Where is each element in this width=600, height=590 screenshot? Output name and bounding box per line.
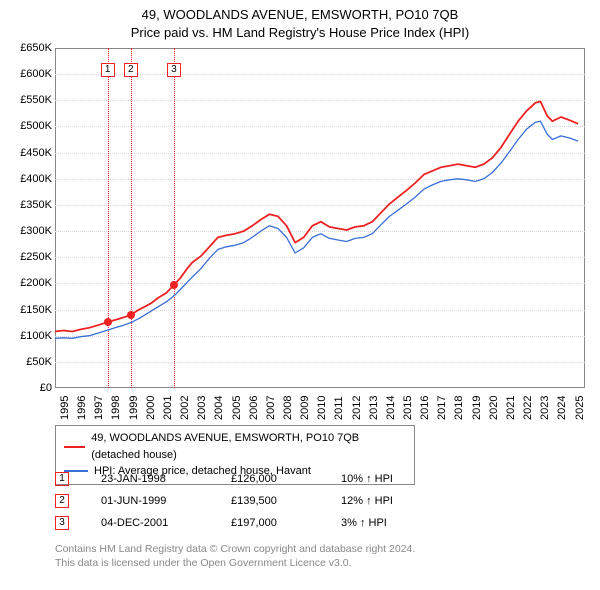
y-tick-label: £150K — [4, 304, 52, 316]
x-tick-label: 2017 — [436, 396, 448, 420]
y-tick-label: £400K — [4, 173, 52, 185]
y-tick-label: £450K — [4, 147, 52, 159]
x-tick-label: 2006 — [248, 396, 260, 420]
x-tick-label: 2005 — [231, 396, 243, 420]
x-tick-label: 2021 — [505, 396, 517, 420]
transaction-delta: 10% ↑ HPI — [341, 473, 441, 485]
transaction-row: 3 04-DEC-2001£197,0003% ↑ HPI — [55, 512, 441, 534]
y-tick-label: £300K — [4, 225, 52, 237]
line-series — [55, 48, 585, 388]
transaction-number-box: 2 — [55, 494, 69, 508]
x-tick-label: 2016 — [419, 396, 431, 420]
data-marker — [170, 281, 178, 289]
data-marker — [104, 318, 112, 326]
transaction-date: 23-JAN-1998 — [101, 473, 231, 485]
footer-attribution: Contains HM Land Registry data © Crown c… — [55, 542, 585, 570]
y-tick-label: £0 — [4, 382, 52, 394]
footer-line-1: Contains HM Land Registry data © Crown c… — [55, 542, 585, 556]
series-line — [55, 121, 578, 338]
legend-label: 49, WOODLANDS AVENUE, EMSWORTH, PO10 7QB… — [91, 430, 406, 463]
x-tick-label: 2009 — [299, 396, 311, 420]
x-tick-label: 2010 — [316, 396, 328, 420]
x-tick-label: 2007 — [265, 396, 277, 420]
transaction-delta: 3% ↑ HPI — [341, 517, 441, 529]
legend-row: 49, WOODLANDS AVENUE, EMSWORTH, PO10 7QB… — [64, 430, 406, 463]
x-tick-label: 2024 — [556, 396, 568, 420]
y-tick-label: £650K — [4, 42, 52, 54]
y-tick-label: £600K — [4, 68, 52, 80]
chart-region: 12 3 — [55, 48, 585, 388]
transaction-table: 1 23-JAN-1998£126,00010% ↑ HPI 2 01-JUN-199… — [55, 468, 441, 534]
transaction-number-box: 1 — [55, 472, 69, 486]
y-tick-label: £500K — [4, 120, 52, 132]
x-tick-label: 2013 — [368, 396, 380, 420]
transaction-row: 2 01-JUN-1999£139,50012% ↑ HPI — [55, 490, 441, 512]
transaction-date: 01-JUN-1999 — [101, 495, 231, 507]
transaction-price: £126,000 — [231, 473, 341, 485]
x-tick-label: 2002 — [179, 396, 191, 420]
footer-line-2: This data is licensed under the Open Gov… — [55, 556, 585, 570]
series-line — [55, 101, 578, 331]
transaction-delta: 12% ↑ HPI — [341, 495, 441, 507]
x-tick-label: 1997 — [93, 396, 105, 420]
reference-box: 1 — [101, 63, 115, 77]
y-tick-label: £50K — [4, 356, 52, 368]
x-tick-label: 2011 — [333, 396, 345, 420]
y-tick-label: £200K — [4, 277, 52, 289]
x-tick-label: 2004 — [213, 396, 225, 420]
y-tick-label: £100K — [4, 330, 52, 342]
y-tick-label: £250K — [4, 251, 52, 263]
x-tick-label: 2019 — [471, 396, 483, 420]
y-tick-label: £350K — [4, 199, 52, 211]
chart-container: 49, WOODLANDS AVENUE, EMSWORTH, PO10 7QB… — [0, 0, 600, 590]
transaction-date: 04-DEC-2001 — [101, 517, 231, 529]
x-tick-label: 2012 — [351, 396, 363, 420]
title-line-1: 49, WOODLANDS AVENUE, EMSWORTH, PO10 7QB — [10, 6, 590, 24]
x-tick-label: 2025 — [574, 396, 586, 420]
data-marker — [127, 311, 135, 319]
y-tick-label: £550K — [4, 94, 52, 106]
x-tick-label: 1998 — [110, 396, 122, 420]
transaction-price: £197,000 — [231, 517, 341, 529]
x-tick-label: 2020 — [488, 396, 500, 420]
x-tick-label: 2014 — [385, 396, 397, 420]
x-tick-label: 2018 — [453, 396, 465, 420]
x-tick-label: 2022 — [522, 396, 534, 420]
transaction-price: £139,500 — [231, 495, 341, 507]
title-line-2: Price paid vs. HM Land Registry's House … — [10, 24, 590, 42]
transaction-number-box: 3 — [55, 516, 69, 530]
x-tick-label: 2015 — [402, 396, 414, 420]
x-tick-label: 2008 — [282, 396, 294, 420]
x-tick-label: 2023 — [539, 396, 551, 420]
x-tick-label: 2001 — [162, 396, 174, 420]
reference-box: 2 — [124, 63, 138, 77]
x-tick-label: 1995 — [59, 396, 71, 420]
legend-swatch — [64, 446, 85, 448]
x-tick-label: 2003 — [196, 396, 208, 420]
x-tick-label: 1996 — [76, 396, 88, 420]
x-tick-label: 2000 — [145, 396, 157, 420]
title-block: 49, WOODLANDS AVENUE, EMSWORTH, PO10 7QB… — [0, 0, 600, 43]
transaction-row: 1 23-JAN-1998£126,00010% ↑ HPI — [55, 468, 441, 490]
reference-box: 3 — [167, 63, 181, 77]
x-tick-label: 1999 — [128, 396, 140, 420]
